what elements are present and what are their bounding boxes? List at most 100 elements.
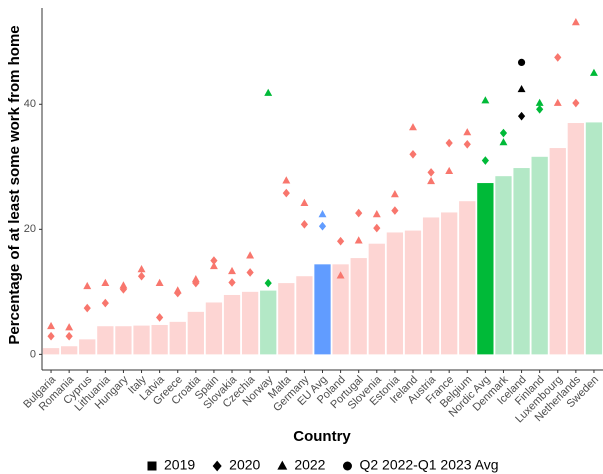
point — [427, 168, 435, 177]
legend-marker — [147, 461, 157, 471]
point — [373, 223, 381, 233]
point — [336, 271, 345, 279]
point — [372, 210, 381, 218]
point — [191, 275, 200, 283]
point — [83, 303, 91, 313]
bar — [97, 326, 114, 355]
legend-label: 2022 — [294, 457, 325, 473]
bar — [531, 156, 548, 355]
legend-marker — [212, 460, 222, 472]
y-tick-label: 0 — [30, 348, 36, 360]
point — [228, 266, 236, 275]
x-axis-title: Country — [293, 428, 351, 445]
y-axis-title: Percentage of at least some work from ho… — [6, 25, 23, 344]
bar — [151, 324, 168, 355]
bar — [513, 168, 530, 355]
bar — [477, 183, 494, 355]
point — [101, 278, 110, 286]
point — [83, 281, 92, 290]
legend-label: 2019 — [164, 457, 195, 473]
bar — [223, 294, 241, 355]
point — [246, 268, 254, 277]
point — [282, 188, 290, 198]
bar — [332, 264, 349, 355]
bar — [350, 258, 367, 355]
point — [463, 139, 471, 149]
point — [445, 138, 453, 148]
point — [264, 88, 273, 96]
point — [173, 286, 182, 294]
bar — [404, 230, 422, 355]
point — [300, 220, 309, 229]
point — [571, 18, 580, 26]
legend-label: Q2 2022-Q1 2023 Avg — [359, 457, 498, 473]
bar — [296, 276, 313, 355]
point — [536, 104, 544, 114]
bar — [79, 339, 96, 355]
point — [481, 96, 490, 104]
point — [391, 206, 399, 215]
bar — [422, 217, 440, 355]
point — [101, 298, 109, 308]
bar — [115, 326, 132, 355]
point — [228, 278, 236, 287]
point — [553, 98, 562, 106]
point — [65, 323, 74, 331]
point — [499, 138, 508, 146]
point — [47, 321, 56, 330]
point — [210, 256, 218, 265]
point — [390, 189, 399, 198]
point — [463, 128, 472, 136]
bar — [205, 302, 223, 355]
point — [119, 281, 128, 289]
point — [318, 210, 327, 218]
bar — [549, 148, 566, 355]
point — [445, 166, 454, 175]
bar — [567, 123, 584, 355]
point — [300, 198, 309, 206]
point — [517, 58, 526, 66]
legend-marker — [342, 461, 352, 471]
point — [517, 84, 526, 93]
point — [517, 111, 526, 121]
point — [355, 208, 363, 218]
bar — [585, 122, 603, 355]
point — [137, 265, 146, 273]
bar — [386, 232, 404, 355]
bar — [495, 176, 512, 355]
point — [481, 156, 489, 165]
point — [499, 128, 508, 138]
bar — [441, 212, 458, 355]
point — [155, 278, 164, 286]
point — [246, 251, 255, 259]
bar — [278, 283, 295, 355]
point — [554, 53, 562, 62]
point — [282, 176, 291, 184]
point — [409, 123, 417, 131]
point — [409, 149, 417, 159]
bar — [241, 291, 259, 355]
bar — [187, 311, 204, 355]
point — [264, 278, 272, 288]
bar — [368, 243, 385, 355]
bar — [314, 264, 331, 355]
point — [336, 236, 345, 246]
point — [156, 313, 164, 322]
bar — [42, 348, 60, 355]
point — [589, 68, 598, 76]
legend-marker — [277, 460, 288, 470]
point — [535, 98, 544, 106]
bar — [459, 201, 476, 355]
y-tick-label: 20 — [24, 223, 36, 235]
point — [427, 176, 436, 185]
legend-label: 2020 — [229, 457, 260, 473]
bar — [133, 325, 150, 355]
point — [318, 221, 327, 231]
bar — [61, 346, 78, 355]
point — [209, 261, 218, 270]
point — [47, 331, 55, 341]
point — [354, 236, 363, 244]
bar — [169, 321, 186, 355]
point — [65, 331, 73, 341]
